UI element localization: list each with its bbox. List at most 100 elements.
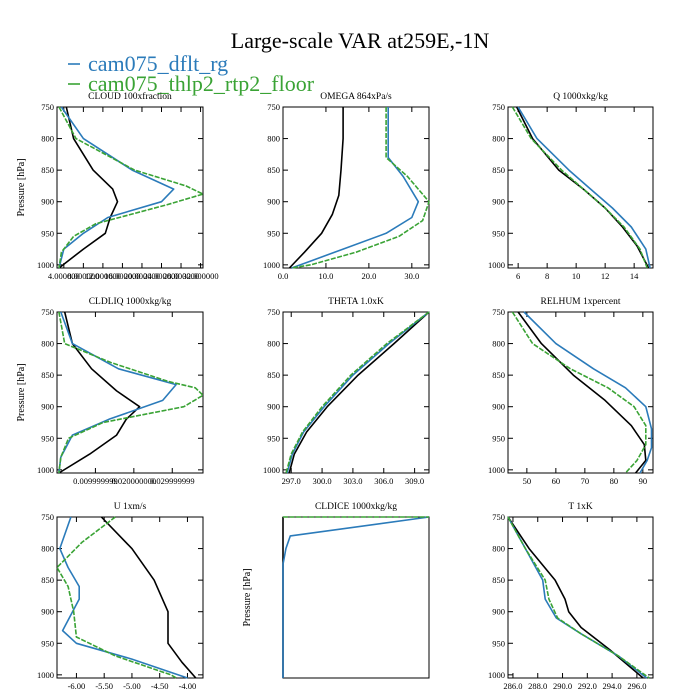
x-tick-label: 0.029999999 bbox=[150, 476, 195, 486]
series-line-cam075-dflt-rg bbox=[286, 311, 430, 474]
series-line-black bbox=[58, 106, 119, 269]
y-tick-label: 750 bbox=[41, 512, 54, 522]
y-axis-label: Pressure [hPa] bbox=[242, 568, 253, 626]
series-line-cam075-dflt-rg bbox=[282, 516, 430, 678]
x-tick-label: -6.00 bbox=[68, 681, 86, 691]
panel-6: RELHUM 1xpercent 750 800 850 900 950 1000 50 60 7… bbox=[488, 297, 654, 486]
panel-3: Q 1000xkg/kg 750 800 850 900 950 1000 6 8 10 12 14 bbox=[488, 92, 654, 281]
x-tick-label: 14 bbox=[630, 271, 639, 281]
series-line-black bbox=[288, 311, 430, 474]
y-tick-label: 850 bbox=[492, 370, 505, 380]
x-tick-label: 306.0 bbox=[374, 476, 393, 486]
series-line-black bbox=[288, 107, 344, 269]
y-tick-label: 900 bbox=[41, 197, 54, 207]
series-line-cam075-dflt-rg bbox=[507, 516, 648, 679]
y-tick-label: 800 bbox=[41, 544, 54, 554]
x-tick-label: 292.0 bbox=[578, 681, 597, 691]
y-tick-label: 800 bbox=[492, 134, 505, 144]
legend: cam075_dflt_rg cam075_thlp2_rtp2_floor bbox=[68, 51, 315, 96]
series-line-cam075-thlp2-rtp2-floor bbox=[58, 311, 204, 474]
y-tick-label: 950 bbox=[267, 433, 280, 443]
series-line-cam075-dflt-rg bbox=[517, 106, 651, 269]
panel-title: OMEGA 864xPa/s bbox=[320, 92, 392, 102]
y-tick-label: 1000 bbox=[488, 260, 505, 270]
x-tick-label: -5.00 bbox=[123, 681, 141, 691]
y-tick-label: 750 bbox=[492, 102, 505, 112]
series-line-cam075-dflt-rg bbox=[59, 516, 188, 679]
series-line-cam075-thlp2-rtp2-floor bbox=[511, 106, 648, 269]
y-tick-label: 750 bbox=[267, 102, 280, 112]
x-tick-label: 30.0 bbox=[404, 271, 419, 281]
panel-frame bbox=[507, 106, 654, 269]
y-tick-label: 900 bbox=[267, 402, 280, 412]
series-line-cam075-dflt-rg bbox=[291, 107, 420, 269]
panel-title: T 1xK bbox=[568, 502, 593, 512]
series-line-cam075-thlp2-rtp2-floor bbox=[285, 311, 430, 474]
x-tick-label: 50 bbox=[523, 476, 532, 486]
y-tick-label: 950 bbox=[492, 433, 505, 443]
panel-frame bbox=[56, 311, 204, 474]
series-line-cam075-thlp2-rtp2-floor bbox=[56, 516, 177, 679]
legend-label-dflt: cam075_dflt_rg bbox=[88, 51, 228, 76]
x-tick-label: -4.50 bbox=[151, 681, 169, 691]
x-tick-label: 70 bbox=[581, 476, 590, 486]
x-tick-label: 309.0 bbox=[405, 476, 424, 486]
series-line-cam075-thlp2-rtp2-floor bbox=[507, 516, 650, 679]
panel-frame bbox=[507, 311, 654, 474]
panel-8: CLDICE 1000xkg/kg Pressure [hPa] bbox=[242, 502, 430, 679]
x-tick-label: 296.0 bbox=[627, 681, 646, 691]
x-tick-label: -4.00 bbox=[179, 681, 197, 691]
x-tick-label: -5.50 bbox=[95, 681, 113, 691]
x-tick-label: 4.000000 bbox=[48, 271, 80, 281]
y-tick-label: 1000 bbox=[263, 260, 280, 270]
panel-title: CLDLIQ 1000xkg/kg bbox=[89, 297, 172, 307]
y-tick-label: 1000 bbox=[488, 670, 505, 680]
y-tick-label: 750 bbox=[267, 307, 280, 317]
series-line-black bbox=[58, 311, 141, 474]
y-tick-label: 900 bbox=[41, 607, 54, 617]
y-tick-label: 750 bbox=[492, 512, 505, 522]
y-tick-label: 900 bbox=[267, 197, 280, 207]
y-tick-label: 1000 bbox=[37, 260, 54, 270]
panel-frame bbox=[282, 311, 430, 474]
x-tick-label: 8 bbox=[545, 271, 549, 281]
x-tick-label: 10.0 bbox=[319, 271, 334, 281]
x-tick-label: 294.0 bbox=[603, 681, 622, 691]
y-axis-label: Pressure [hPa] bbox=[16, 158, 27, 216]
x-tick-label: 28.000000 bbox=[163, 271, 199, 281]
series-line-cam075-dflt-rg bbox=[58, 106, 175, 269]
y-axis-label: Pressure [hPa] bbox=[16, 363, 27, 421]
panel-4: CLDLIQ 1000xkg/kg Pressure [hPa] 750 800 850… bbox=[16, 297, 204, 486]
x-tick-label: 0.009999999 bbox=[73, 476, 118, 486]
y-tick-label: 900 bbox=[41, 402, 54, 412]
series-line-cam075-thlp2-rtp2-floor bbox=[511, 311, 647, 474]
y-tick-label: 900 bbox=[492, 607, 505, 617]
x-tick-label: 8.000000 bbox=[67, 271, 99, 281]
legend-label-floor: cam075_thlp2_rtp2_floor bbox=[88, 71, 315, 96]
series-line-cam075-thlp2-rtp2-floor bbox=[58, 106, 204, 269]
y-tick-label: 750 bbox=[41, 307, 54, 317]
x-tick-label: 20.0 bbox=[361, 271, 376, 281]
x-tick-label: 10 bbox=[572, 271, 581, 281]
series-line-black bbox=[100, 516, 197, 679]
y-tick-label: 950 bbox=[41, 433, 54, 443]
y-tick-label: 1000 bbox=[37, 465, 54, 475]
series-line-black bbox=[517, 311, 647, 474]
x-tick-label: 20.000000 bbox=[124, 271, 160, 281]
y-tick-label: 800 bbox=[492, 339, 505, 349]
x-tick-label: 60 bbox=[552, 476, 561, 486]
y-tick-label: 950 bbox=[492, 638, 505, 648]
panel-frame bbox=[56, 516, 204, 679]
y-tick-label: 950 bbox=[492, 228, 505, 238]
y-tick-label: 1000 bbox=[263, 465, 280, 475]
x-tick-label: 32.000000 bbox=[182, 271, 218, 281]
panel-title: CLDICE 1000xkg/kg bbox=[315, 502, 397, 512]
x-tick-label: 24.000000 bbox=[143, 271, 179, 281]
x-tick-label: 300.0 bbox=[313, 476, 332, 486]
y-tick-label: 900 bbox=[492, 402, 505, 412]
panel-title: RELHUM 1xpercent bbox=[541, 297, 621, 307]
